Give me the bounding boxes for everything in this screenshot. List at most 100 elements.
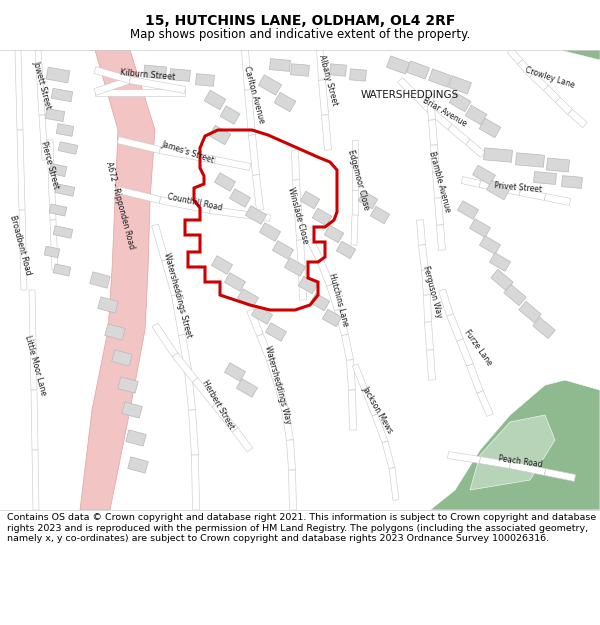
- Text: Furze Lane: Furze Lane: [463, 328, 494, 367]
- Polygon shape: [469, 219, 491, 238]
- Polygon shape: [196, 74, 214, 86]
- Polygon shape: [152, 323, 178, 357]
- Polygon shape: [322, 115, 331, 150]
- Polygon shape: [352, 190, 358, 215]
- Polygon shape: [170, 69, 190, 81]
- Polygon shape: [53, 226, 73, 238]
- Polygon shape: [407, 61, 430, 79]
- Text: Albany Street: Albany Street: [317, 54, 339, 106]
- Polygon shape: [161, 259, 178, 296]
- Polygon shape: [245, 90, 256, 135]
- Polygon shape: [350, 69, 367, 81]
- Polygon shape: [117, 137, 161, 153]
- Polygon shape: [465, 105, 487, 125]
- Polygon shape: [425, 322, 433, 350]
- Text: Map shows position and indicative extent of the property.: Map shows position and indicative extent…: [130, 28, 470, 41]
- Polygon shape: [439, 289, 454, 316]
- Polygon shape: [31, 390, 38, 450]
- Polygon shape: [290, 64, 310, 76]
- Text: Jowett Street: Jowett Street: [31, 60, 53, 110]
- Polygon shape: [484, 148, 512, 162]
- Text: Herbert Street: Herbert Street: [200, 379, 236, 431]
- Polygon shape: [214, 157, 251, 171]
- Polygon shape: [94, 77, 131, 95]
- Polygon shape: [287, 440, 295, 470]
- Polygon shape: [95, 89, 185, 96]
- Polygon shape: [247, 309, 263, 336]
- Polygon shape: [19, 210, 27, 290]
- Polygon shape: [39, 115, 48, 160]
- Polygon shape: [352, 140, 358, 165]
- Text: Little Moor Lane: Little Moor Lane: [23, 334, 47, 396]
- Polygon shape: [448, 124, 470, 145]
- Polygon shape: [317, 50, 325, 80]
- Polygon shape: [229, 189, 251, 208]
- Polygon shape: [457, 201, 479, 219]
- Polygon shape: [272, 241, 293, 259]
- Text: Watersheddings Street: Watersheddings Street: [162, 251, 194, 339]
- Polygon shape: [437, 225, 445, 250]
- Polygon shape: [491, 269, 513, 291]
- Polygon shape: [310, 293, 329, 311]
- Polygon shape: [50, 220, 58, 270]
- Polygon shape: [449, 92, 471, 112]
- Polygon shape: [35, 50, 45, 115]
- Polygon shape: [431, 145, 439, 172]
- Polygon shape: [30, 340, 37, 390]
- Polygon shape: [251, 306, 272, 324]
- Text: Ferguson Way: Ferguson Way: [421, 265, 443, 319]
- Polygon shape: [358, 191, 377, 209]
- Polygon shape: [351, 215, 358, 245]
- Polygon shape: [427, 95, 436, 120]
- Polygon shape: [547, 158, 569, 172]
- Polygon shape: [428, 107, 452, 129]
- Polygon shape: [281, 409, 293, 441]
- Text: A672 - Ripponden Road: A672 - Ripponden Road: [104, 160, 136, 250]
- Polygon shape: [245, 206, 266, 224]
- Polygon shape: [266, 359, 281, 386]
- Polygon shape: [560, 50, 600, 60]
- Text: Counthill Road: Counthill Road: [167, 192, 223, 213]
- Polygon shape: [56, 124, 74, 136]
- Polygon shape: [509, 462, 545, 476]
- Polygon shape: [329, 64, 346, 76]
- Polygon shape: [253, 174, 263, 211]
- Polygon shape: [44, 246, 60, 258]
- Polygon shape: [269, 59, 290, 71]
- Polygon shape: [160, 146, 215, 164]
- Polygon shape: [568, 109, 587, 128]
- Polygon shape: [382, 441, 395, 469]
- Polygon shape: [544, 86, 560, 102]
- Polygon shape: [45, 109, 65, 121]
- Text: Pierce Street: Pierce Street: [40, 140, 61, 190]
- Polygon shape: [143, 65, 166, 79]
- Polygon shape: [533, 318, 555, 339]
- Polygon shape: [448, 451, 481, 464]
- Polygon shape: [337, 241, 356, 259]
- Polygon shape: [416, 220, 425, 245]
- Polygon shape: [284, 258, 305, 276]
- Polygon shape: [322, 309, 341, 327]
- Polygon shape: [220, 106, 240, 124]
- Polygon shape: [319, 80, 328, 115]
- Polygon shape: [293, 180, 301, 210]
- Polygon shape: [487, 180, 509, 200]
- Polygon shape: [398, 78, 418, 98]
- Text: Broadbent Road: Broadbent Road: [8, 214, 32, 276]
- Polygon shape: [490, 253, 511, 271]
- Polygon shape: [299, 270, 307, 300]
- Polygon shape: [47, 140, 56, 220]
- Polygon shape: [188, 410, 199, 455]
- Polygon shape: [292, 150, 299, 180]
- Polygon shape: [298, 276, 317, 294]
- Polygon shape: [212, 403, 238, 432]
- Polygon shape: [457, 339, 473, 366]
- Polygon shape: [172, 294, 185, 336]
- Polygon shape: [179, 334, 191, 371]
- Polygon shape: [275, 384, 289, 411]
- Polygon shape: [515, 152, 544, 168]
- Polygon shape: [242, 50, 251, 90]
- Polygon shape: [544, 469, 575, 481]
- Polygon shape: [248, 134, 259, 176]
- Polygon shape: [32, 450, 39, 510]
